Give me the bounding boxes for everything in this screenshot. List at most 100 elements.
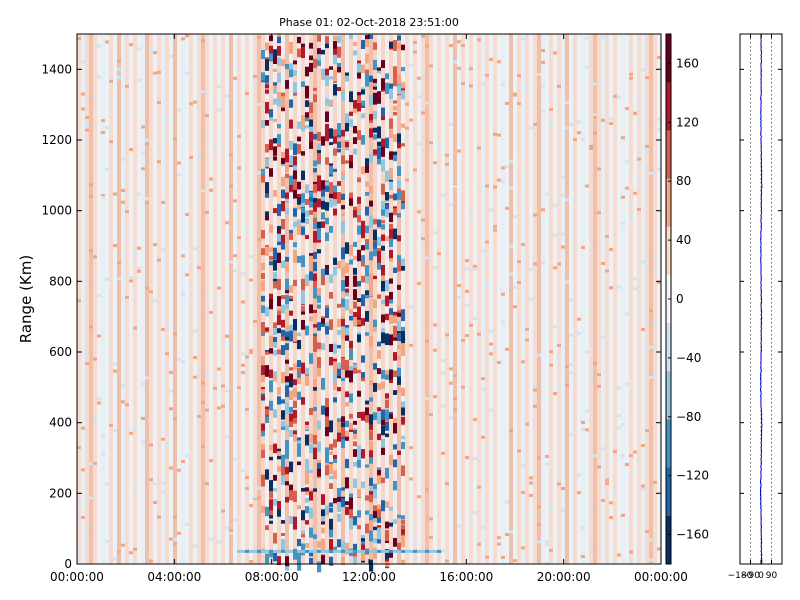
heatmap-cell	[269, 109, 274, 118]
heatmap-cell	[401, 123, 406, 128]
heatmap-cell	[297, 48, 302, 58]
heatmap-cell	[125, 428, 130, 432]
heatmap-cell	[357, 334, 362, 343]
chart-title: Phase 01: 02-Oct-2018 23:51:00	[279, 16, 459, 29]
heatmap-cell	[273, 349, 278, 356]
heatmap-cell	[365, 76, 370, 87]
heatmap-cell	[197, 312, 202, 316]
heatmap-column	[545, 34, 550, 564]
heatmap-cell	[457, 296, 462, 299]
heatmap-cell	[389, 168, 394, 180]
heatmap-cell	[341, 416, 346, 423]
heatmap-cell	[289, 413, 294, 425]
heatmap-cell	[373, 382, 378, 392]
heatmap-cell	[277, 226, 282, 230]
heatmap-cell	[261, 175, 266, 183]
heatmap-cell	[265, 525, 270, 531]
heatmap-cell	[257, 238, 262, 242]
heatmap-cell	[637, 122, 642, 126]
heatmap-cell	[281, 189, 286, 199]
heatmap-cell	[585, 184, 590, 188]
heatmap-cell	[329, 165, 334, 175]
heatmap-column	[497, 34, 502, 564]
heatmap-cell	[321, 200, 326, 210]
heatmap-column	[625, 34, 630, 564]
heatmap-cell	[381, 145, 386, 157]
heatmap-cell	[269, 499, 274, 511]
heatmap-cell	[357, 306, 362, 318]
heatmap-cell	[197, 154, 202, 158]
heatmap-cell	[261, 322, 266, 334]
heatmap-column	[589, 34, 594, 564]
heatmap-cell	[393, 66, 398, 78]
heatmap-column	[205, 34, 210, 564]
heatmap-cell	[221, 404, 226, 408]
heatmap-cell	[377, 537, 382, 544]
heatmap-cell	[285, 164, 290, 172]
heatmap-cell	[269, 293, 274, 304]
heatmap-cell	[317, 34, 322, 42]
colorbar-tick-label: −160	[676, 528, 709, 542]
heatmap-cell	[265, 101, 270, 114]
heatmap-cell	[365, 310, 370, 322]
colorbar-swatch	[666, 467, 671, 517]
heatmap-column	[505, 34, 510, 564]
heatmap-cell	[509, 272, 514, 276]
heatmap-cell	[309, 137, 314, 149]
heatmap-cell	[393, 151, 398, 156]
heatmap-cell	[389, 413, 394, 419]
heatmap-cell	[521, 242, 526, 246]
heatmap-cell	[301, 397, 306, 405]
heatmap-cell	[273, 342, 278, 348]
heatmap-cell	[361, 411, 366, 421]
heatmap-cell	[245, 228, 250, 232]
heatmap-cell	[301, 549, 306, 553]
heatmap-cell	[325, 412, 330, 417]
heatmap-cell	[297, 332, 302, 336]
heatmap-cell	[429, 412, 434, 416]
heatmap-cell	[305, 459, 310, 472]
heatmap-cell	[97, 75, 102, 79]
heatmap-cell	[313, 94, 318, 103]
heatmap-column	[657, 34, 662, 564]
heatmap-cell	[305, 85, 310, 95]
heatmap-cell	[249, 348, 254, 352]
heatmap-cell	[285, 155, 290, 163]
heatmap-cell	[365, 53, 370, 64]
heatmap-cell	[597, 467, 602, 471]
heatmap-cell	[193, 544, 198, 548]
heatmap-cell	[233, 254, 238, 258]
heatmap-cell	[133, 259, 138, 263]
heatmap-cell	[121, 543, 126, 547]
heatmap-cell	[297, 193, 302, 197]
heatmap-cell	[405, 400, 410, 404]
heatmap-cell	[385, 467, 390, 479]
heatmap-cell	[389, 506, 394, 511]
heatmap-cell	[289, 63, 294, 75]
heatmap-cell	[265, 351, 270, 355]
heatmap-cell	[313, 273, 318, 282]
heatmap-cell	[369, 185, 374, 194]
heatmap-cell	[93, 96, 98, 100]
heatmap-cell	[373, 42, 378, 50]
heatmap-cell	[401, 401, 406, 408]
heatmap-column	[493, 34, 498, 564]
heatmap-cell	[537, 522, 542, 526]
heatmap-cell	[513, 92, 518, 96]
heatmap-cell	[397, 312, 402, 317]
heatmap-cell	[81, 107, 86, 111]
heatmap-cell	[293, 331, 298, 342]
heatmap-cell	[385, 374, 390, 380]
heatmap-cell	[397, 284, 402, 290]
heatmap-cell	[377, 412, 382, 425]
heatmap-cell	[329, 475, 334, 480]
heatmap-cell	[501, 83, 506, 87]
heatmap-cell	[373, 526, 378, 531]
heatmap-cell	[249, 504, 254, 508]
heatmap-cell	[313, 198, 318, 203]
heatmap-column	[629, 34, 634, 564]
heatmap-cell	[333, 257, 338, 265]
heatmap-cell	[261, 280, 266, 292]
heatmap-column	[621, 34, 626, 564]
heatmap-cell	[573, 138, 578, 142]
